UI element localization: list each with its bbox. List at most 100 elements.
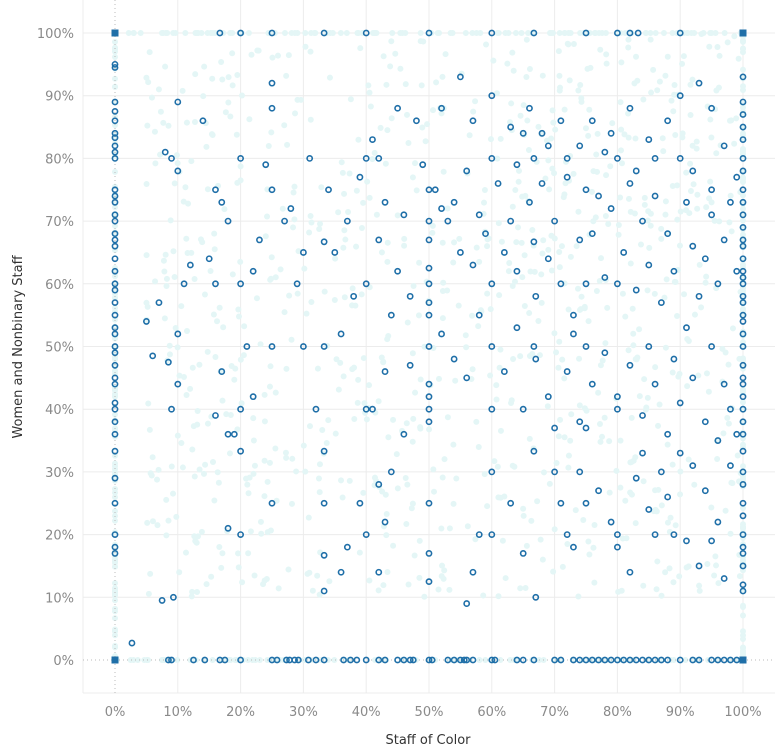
data-point[interactable] (387, 311, 395, 319)
data-point[interactable] (733, 267, 741, 275)
data-point[interactable] (500, 368, 508, 375)
data-point[interactable] (362, 656, 370, 664)
data-point[interactable] (714, 518, 722, 526)
data-point[interactable] (394, 656, 401, 664)
data-point[interactable] (657, 468, 665, 476)
data-point[interactable] (701, 418, 709, 426)
data-point[interactable] (563, 531, 571, 538)
data-point[interactable] (174, 380, 182, 388)
data-point[interactable] (614, 154, 621, 162)
data-point[interactable] (582, 29, 590, 37)
data-point[interactable] (739, 587, 747, 595)
data-point[interactable] (111, 299, 119, 307)
data-point[interactable] (701, 487, 709, 495)
data-point[interactable] (664, 656, 672, 664)
data-point[interactable] (394, 267, 401, 275)
data-point[interactable] (530, 154, 538, 162)
data-point[interactable] (216, 29, 224, 37)
data-point[interactable] (695, 79, 703, 87)
data-point[interactable] (720, 656, 728, 664)
data-point[interactable] (320, 29, 328, 37)
data-point[interactable] (739, 274, 747, 281)
data-point[interactable] (111, 550, 119, 557)
data-point[interactable] (268, 29, 276, 37)
data-point[interactable] (463, 600, 471, 607)
data-point[interactable] (320, 587, 328, 595)
data-point[interactable] (312, 405, 320, 413)
data-point[interactable] (158, 597, 166, 604)
data-point[interactable] (469, 117, 477, 125)
data-point[interactable] (739, 198, 747, 206)
data-point[interactable] (614, 29, 621, 37)
data-point[interactable] (513, 161, 521, 169)
data-point[interactable] (739, 343, 747, 350)
data-point[interactable] (570, 311, 577, 319)
data-point[interactable] (513, 267, 521, 275)
data-point[interactable] (463, 374, 471, 382)
data-point[interactable] (444, 217, 452, 225)
data-point[interactable] (425, 393, 433, 401)
data-point[interactable] (739, 267, 747, 275)
data-point[interactable] (614, 393, 621, 401)
data-point[interactable] (488, 92, 496, 100)
data-point[interactable] (651, 192, 659, 200)
data-point[interactable] (425, 499, 433, 507)
data-point[interactable] (425, 236, 433, 244)
data-point[interactable] (356, 173, 364, 181)
data-point[interactable] (419, 161, 427, 169)
data-point[interactable] (714, 656, 722, 664)
data-point[interactable] (325, 186, 332, 194)
data-point[interactable] (670, 355, 678, 363)
data-point[interactable] (739, 374, 747, 382)
data-point[interactable] (720, 142, 728, 150)
data-point[interactable] (620, 249, 628, 256)
data-point[interactable] (425, 405, 433, 413)
data-point[interactable] (639, 412, 646, 419)
data-point[interactable] (588, 230, 596, 238)
data-point[interactable] (221, 656, 229, 664)
data-point[interactable] (739, 292, 747, 300)
data-point[interactable] (237, 531, 244, 538)
data-point[interactable] (237, 447, 244, 455)
data-point[interactable] (164, 358, 172, 366)
data-point[interactable] (312, 656, 320, 664)
data-point[interactable] (739, 73, 747, 81)
data-point[interactable] (212, 186, 219, 194)
data-point[interactable] (739, 223, 747, 231)
data-point[interactable] (526, 104, 533, 112)
data-point[interactable] (425, 578, 433, 586)
data-point[interactable] (689, 656, 697, 664)
data-point[interactable] (570, 656, 577, 664)
data-point[interactable] (111, 656, 119, 664)
data-point[interactable] (456, 249, 464, 256)
data-point[interactable] (607, 656, 615, 664)
data-point[interactable] (142, 318, 150, 325)
data-point[interactable] (689, 242, 697, 250)
data-point[interactable] (375, 236, 383, 244)
data-point[interactable] (111, 349, 119, 357)
data-point[interactable] (563, 368, 571, 375)
data-point[interactable] (727, 656, 734, 664)
data-point[interactable] (708, 186, 715, 194)
data-point[interactable] (532, 292, 540, 300)
data-point[interactable] (262, 161, 270, 169)
data-point[interactable] (400, 656, 408, 664)
data-point[interactable] (544, 255, 552, 263)
data-point[interactable] (739, 405, 747, 413)
data-point[interactable] (362, 29, 370, 37)
data-point[interactable] (739, 531, 747, 538)
data-point[interactable] (337, 568, 345, 576)
data-point[interactable] (438, 205, 445, 212)
data-point[interactable] (469, 261, 477, 269)
data-point[interactable] (582, 656, 590, 664)
data-point[interactable] (739, 311, 747, 319)
data-point[interactable] (626, 656, 634, 664)
data-point[interactable] (739, 136, 747, 143)
data-point[interactable] (530, 656, 538, 664)
data-point[interactable] (614, 543, 621, 551)
data-point[interactable] (111, 129, 119, 137)
data-point[interactable] (488, 531, 496, 538)
data-point[interactable] (739, 29, 747, 37)
data-point[interactable] (111, 447, 119, 455)
data-point[interactable] (507, 123, 515, 131)
